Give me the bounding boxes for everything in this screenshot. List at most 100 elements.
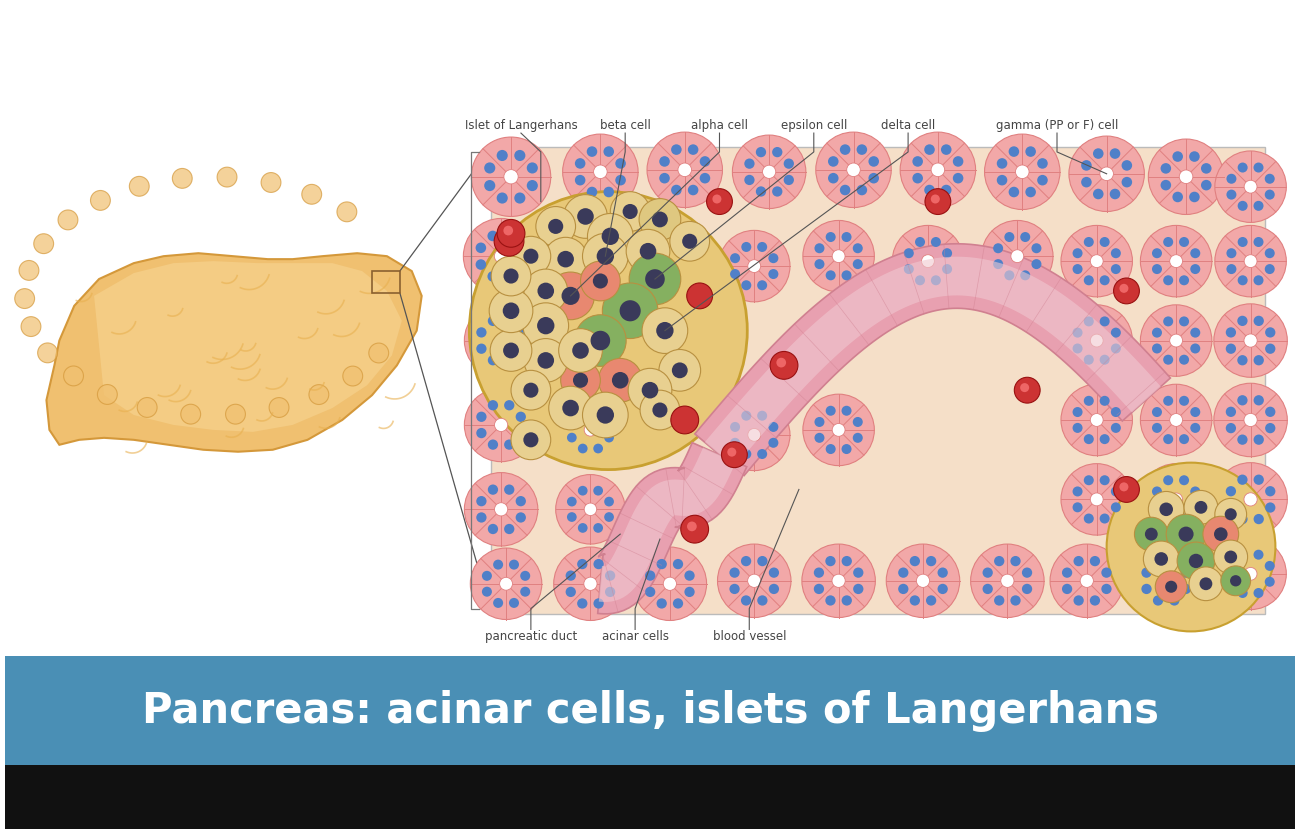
Circle shape	[768, 269, 779, 279]
Circle shape	[699, 156, 710, 166]
Circle shape	[1253, 315, 1264, 326]
Circle shape	[1244, 414, 1257, 427]
Circle shape	[1225, 508, 1236, 520]
Circle shape	[1164, 354, 1173, 364]
Circle shape	[682, 234, 697, 249]
Circle shape	[1191, 248, 1200, 258]
Circle shape	[1166, 514, 1206, 554]
Circle shape	[1005, 232, 1014, 242]
Circle shape	[1214, 540, 1248, 574]
Circle shape	[1140, 384, 1212, 456]
Text: gamma (PP or F) cell: gamma (PP or F) cell	[996, 119, 1118, 132]
Circle shape	[1226, 190, 1236, 200]
Circle shape	[504, 484, 515, 495]
Circle shape	[524, 383, 538, 398]
Circle shape	[937, 584, 948, 594]
Circle shape	[129, 176, 150, 196]
Circle shape	[577, 208, 594, 225]
Circle shape	[584, 577, 597, 591]
Text: Pancreas: acinar cells, islets of Langerhans: Pancreas: acinar cells, islets of Langer…	[142, 690, 1158, 732]
Circle shape	[1110, 148, 1121, 159]
Circle shape	[656, 559, 667, 569]
Circle shape	[731, 422, 740, 432]
Circle shape	[1112, 344, 1121, 354]
Text: alpha cell: alpha cell	[692, 119, 747, 132]
Circle shape	[887, 544, 959, 617]
Circle shape	[578, 486, 588, 496]
Circle shape	[731, 438, 740, 448]
Circle shape	[581, 261, 620, 301]
Circle shape	[629, 253, 681, 305]
Circle shape	[476, 496, 486, 507]
Circle shape	[1226, 423, 1236, 433]
Circle shape	[937, 567, 948, 577]
Circle shape	[504, 439, 515, 450]
Circle shape	[1173, 151, 1183, 162]
Circle shape	[1135, 518, 1169, 551]
Circle shape	[1084, 316, 1093, 326]
Circle shape	[598, 359, 642, 402]
Circle shape	[476, 242, 486, 253]
Circle shape	[572, 342, 589, 359]
Circle shape	[488, 230, 498, 241]
Circle shape	[482, 571, 491, 581]
Circle shape	[688, 144, 698, 155]
Circle shape	[1072, 423, 1083, 433]
Circle shape	[1253, 474, 1264, 485]
Circle shape	[993, 259, 1004, 269]
Circle shape	[269, 398, 289, 418]
Circle shape	[1164, 513, 1173, 523]
Circle shape	[671, 144, 681, 155]
Circle shape	[593, 559, 603, 569]
Circle shape	[1141, 584, 1152, 594]
Circle shape	[1253, 514, 1264, 524]
Circle shape	[1238, 395, 1248, 405]
Circle shape	[924, 144, 935, 155]
Circle shape	[942, 264, 952, 274]
Circle shape	[511, 236, 551, 276]
Circle shape	[515, 192, 525, 204]
Circle shape	[1161, 180, 1171, 191]
Circle shape	[1091, 414, 1104, 427]
Circle shape	[656, 322, 673, 339]
Circle shape	[488, 355, 498, 365]
Circle shape	[1031, 259, 1041, 269]
Circle shape	[628, 369, 672, 412]
Circle shape	[516, 242, 526, 253]
Circle shape	[741, 242, 751, 252]
Circle shape	[494, 226, 524, 256]
Circle shape	[1191, 423, 1200, 433]
Circle shape	[1153, 596, 1164, 606]
Circle shape	[526, 180, 538, 191]
Circle shape	[1179, 434, 1190, 444]
Circle shape	[926, 189, 950, 215]
Circle shape	[1253, 355, 1264, 365]
Circle shape	[841, 232, 852, 242]
Circle shape	[1214, 527, 1227, 541]
Circle shape	[1179, 396, 1190, 406]
Circle shape	[679, 163, 692, 176]
Circle shape	[604, 513, 614, 522]
Circle shape	[1089, 556, 1100, 567]
Circle shape	[516, 513, 526, 522]
Circle shape	[567, 497, 577, 507]
Circle shape	[916, 574, 930, 587]
Circle shape	[1091, 334, 1104, 347]
Circle shape	[1026, 186, 1036, 197]
Circle shape	[1110, 189, 1121, 200]
Circle shape	[520, 571, 530, 581]
Circle shape	[747, 574, 760, 587]
Circle shape	[1082, 177, 1092, 187]
Circle shape	[931, 275, 941, 285]
Circle shape	[1191, 407, 1200, 417]
Circle shape	[931, 163, 945, 176]
Circle shape	[645, 571, 655, 581]
Circle shape	[1190, 151, 1200, 162]
FancyBboxPatch shape	[5, 765, 1295, 829]
Circle shape	[560, 360, 601, 400]
Circle shape	[226, 404, 246, 424]
Circle shape	[826, 556, 836, 567]
Circle shape	[903, 248, 914, 258]
Circle shape	[597, 406, 614, 423]
Circle shape	[504, 400, 515, 410]
